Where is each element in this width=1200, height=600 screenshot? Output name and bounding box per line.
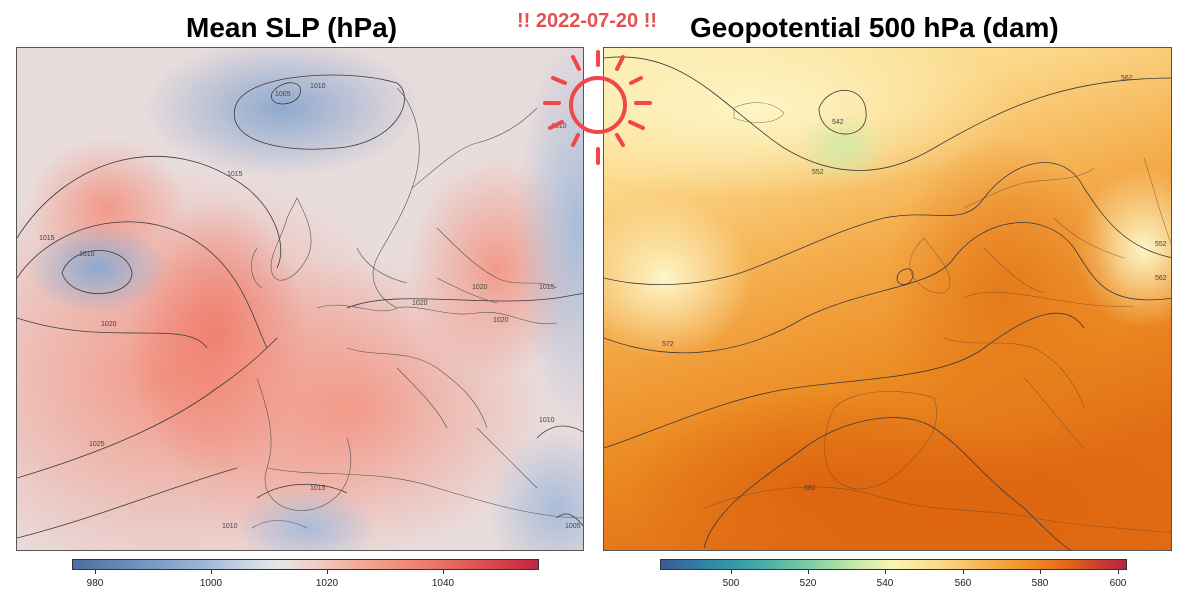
contour-label: 1010 [551, 123, 567, 130]
z500-colorbar-tick-label: 560 [954, 578, 972, 589]
slp-map: 1010 1005 1015 1015 1010 1020 1025 1020 … [16, 47, 584, 551]
slp-panel-title: Mean SLP (hPa) [186, 12, 398, 43]
slp-contour-labels: 1010 1005 1015 1015 1010 1020 1025 1020 … [39, 83, 581, 530]
z500-colorbar-tick-label: 540 [876, 578, 894, 589]
z500-colorbar-tick [885, 570, 886, 574]
contour-label: 1005 [275, 91, 291, 98]
slp-colorbar-tick [327, 570, 328, 574]
slp-colorbar-tick-label: 1020 [315, 578, 339, 589]
contour-label: 1020 [412, 300, 428, 307]
low-east-edge [517, 48, 583, 428]
z500-colorbar-tick-label: 600 [1109, 578, 1127, 589]
slp-colorbar-tick [95, 570, 96, 574]
slp-coastlines [251, 87, 583, 529]
contour-label: 1010 [310, 83, 326, 90]
z500-colorbar-tick [1040, 570, 1041, 574]
slp-isobars [17, 74, 583, 539]
contour-label: 562 [1155, 275, 1167, 282]
contour-label: 1015 [39, 235, 55, 242]
z500-panel-title: Geopotential 500 hPa (dam) [690, 12, 1059, 43]
contour-label: 1010 [222, 523, 238, 530]
z500-map-canvas: 562 542 552 552 562 572 582 [604, 48, 1171, 550]
contour-label: 1025 [89, 441, 105, 448]
contour-label: 572 [662, 341, 674, 348]
contour-label: 562 [1121, 75, 1133, 82]
z500-colorbar [660, 559, 1127, 570]
contour-label: 1015 [310, 485, 326, 492]
z500-contours [604, 56, 1171, 550]
low-west [27, 223, 167, 313]
contour-label: 1020 [472, 284, 488, 291]
z500-map: 562 542 552 552 562 572 582 [603, 47, 1172, 551]
contour-label: 552 [812, 169, 824, 176]
contour-label: 1015 [227, 171, 243, 178]
contour-label: 1010 [539, 417, 555, 424]
z500-colorbar-tick [1118, 570, 1119, 574]
z500-colorbar-tick [963, 570, 964, 574]
contour-label: 1020 [493, 317, 509, 324]
z500-colorbar-tick [808, 570, 809, 574]
slp-map-canvas: 1010 1005 1015 1015 1010 1020 1025 1020 … [17, 48, 583, 550]
slp-colorbar-tick [443, 570, 444, 574]
slp-colorbar-tick-label: 1040 [431, 578, 455, 589]
z500-coastlines [703, 102, 1171, 534]
trough-green-core [799, 113, 889, 183]
contour-label: 552 [1155, 241, 1167, 248]
contour-label: 1005 [565, 523, 581, 530]
contour-label: 542 [832, 119, 844, 126]
z500-colorbar-tick [731, 570, 732, 574]
z500-colorbar-tick-label: 500 [722, 578, 740, 589]
slp-colorbar [72, 559, 539, 570]
z500-colorbar-tick-label: 580 [1031, 578, 1049, 589]
date-label: !! 2022-07-20 !! [517, 10, 658, 32]
contour-label: 1020 [101, 321, 117, 328]
slp-colorbar-tick-label: 980 [86, 578, 104, 589]
z500-colorbar-tick-label: 520 [799, 578, 817, 589]
slp-colorbar-tick-label: 1000 [199, 578, 223, 589]
contour-label: 582 [804, 485, 816, 492]
contour-label: 1010 [79, 251, 95, 258]
z500-contour-labels: 562 542 552 552 562 572 582 [662, 75, 1167, 492]
contour-label: 1015 [539, 284, 555, 291]
slp-colorbar-tick [211, 570, 212, 574]
